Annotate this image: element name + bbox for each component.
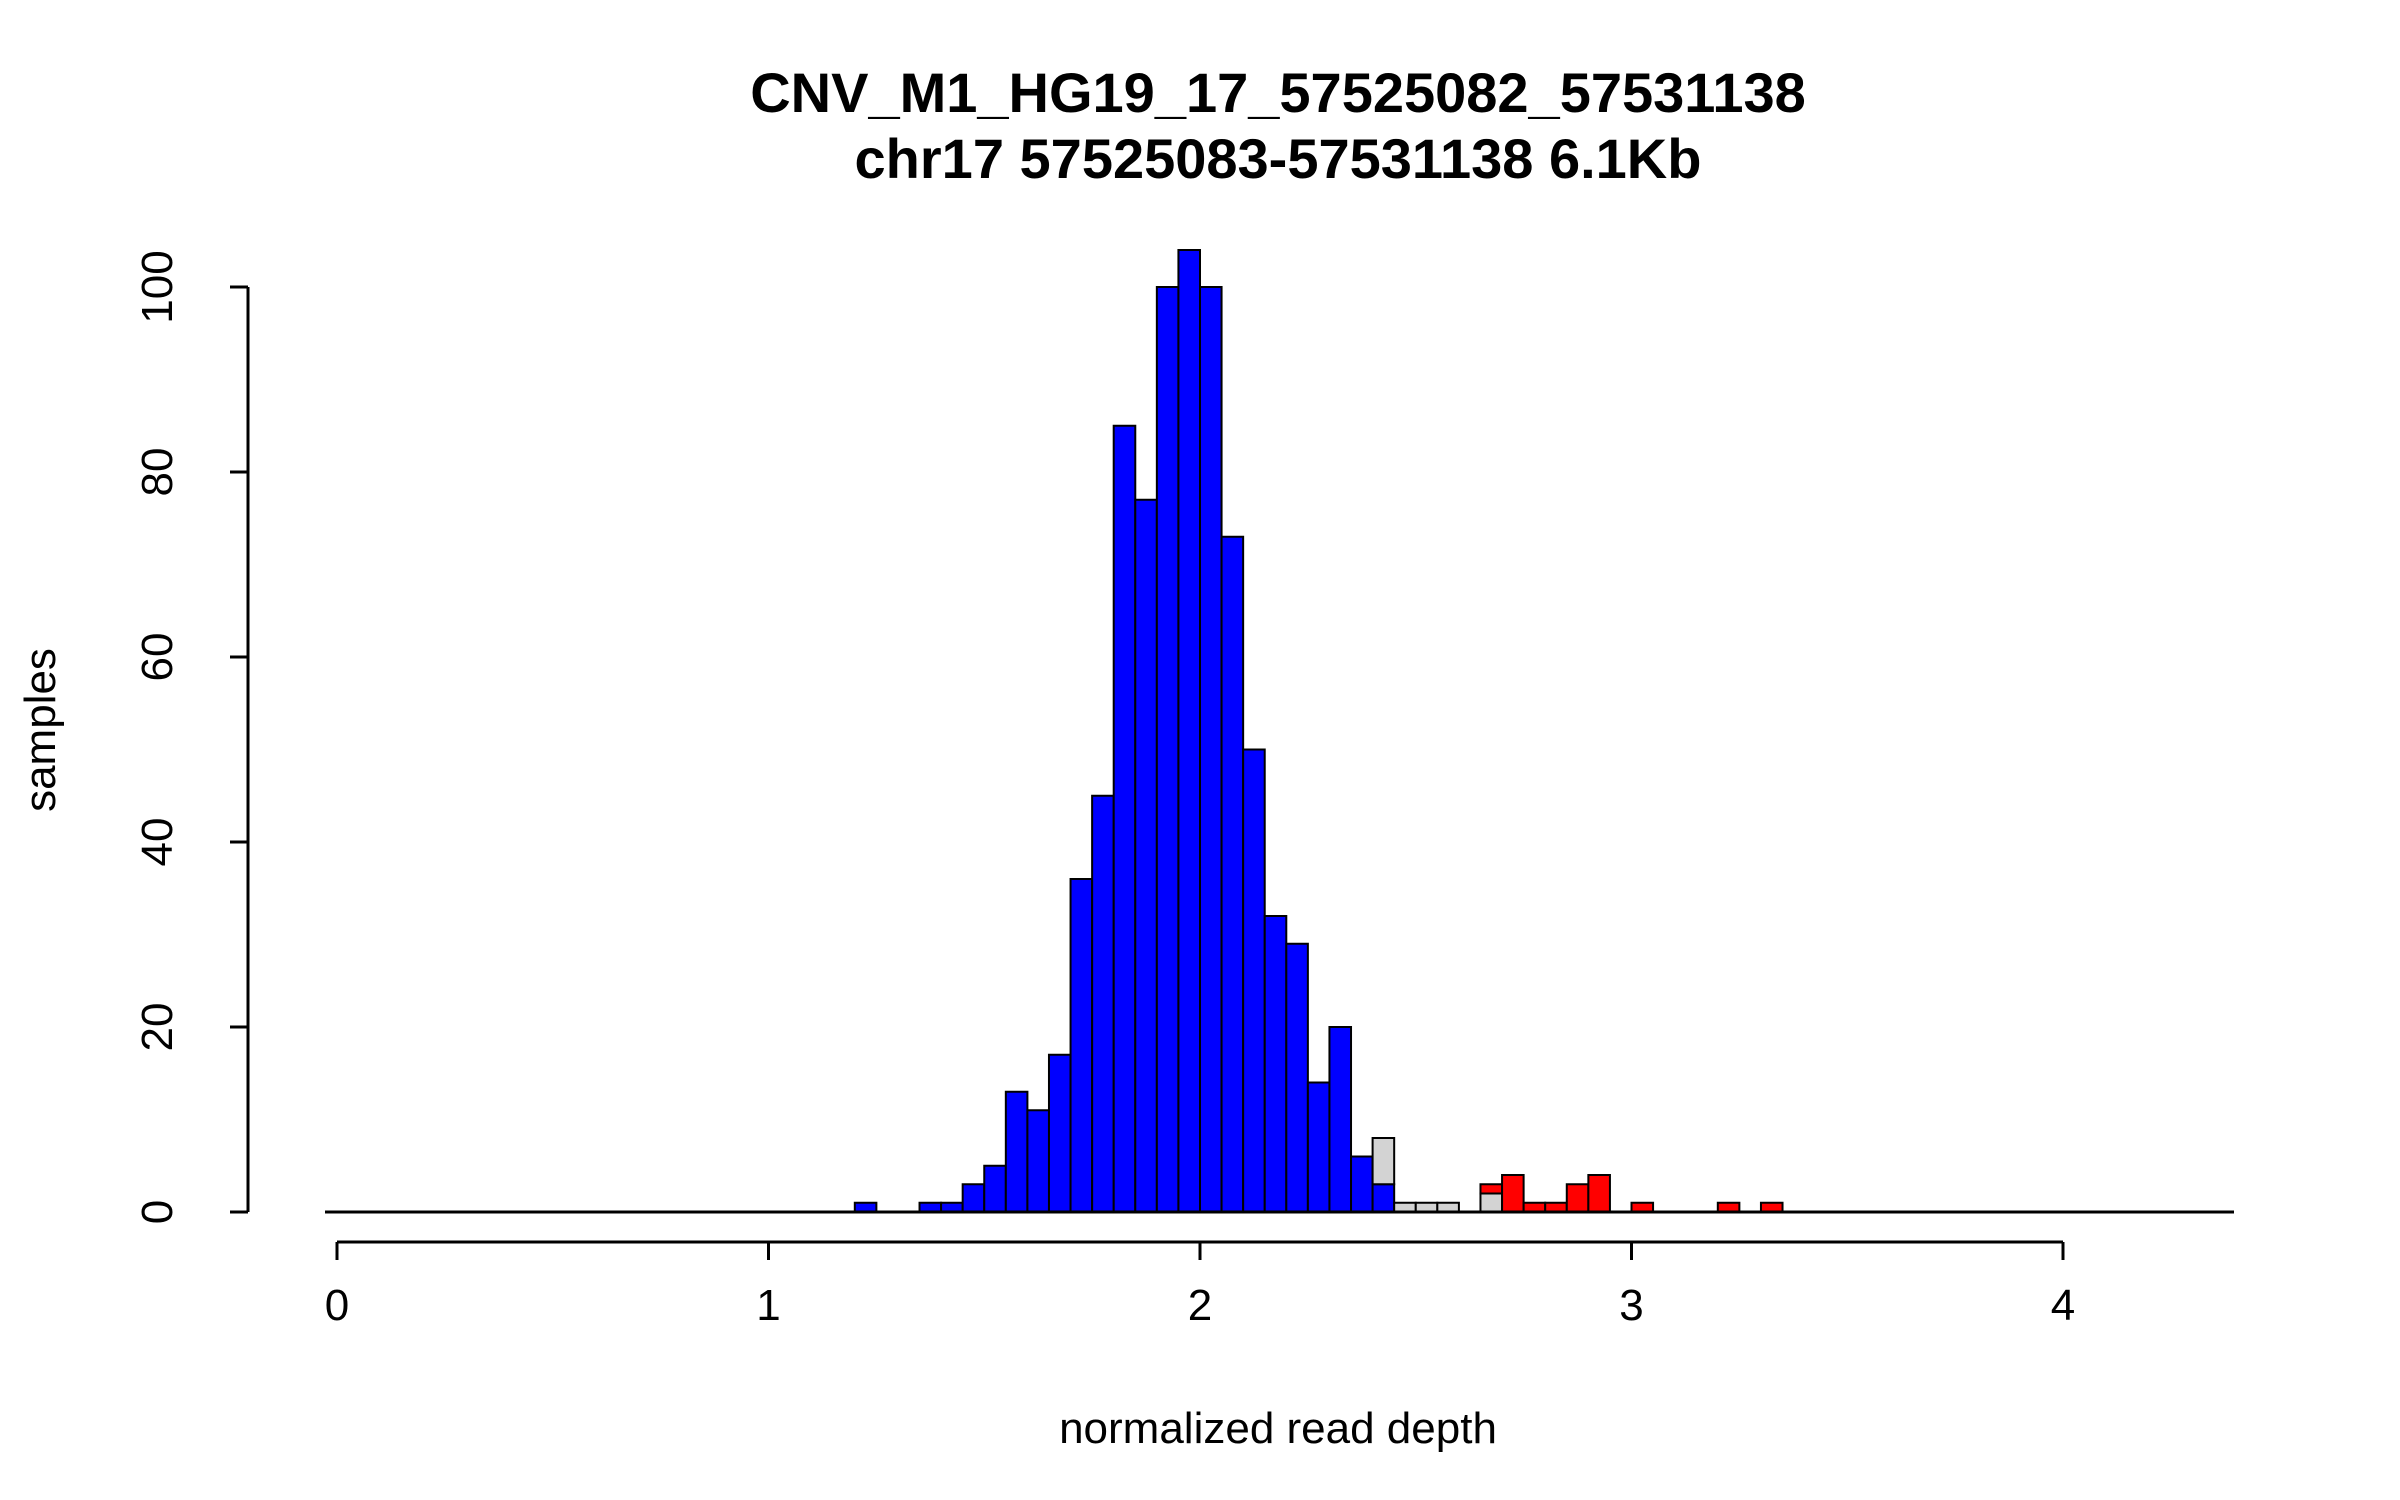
y-tick-label: 80: [133, 448, 182, 497]
x-axis: 0 1 2 3 4: [325, 1240, 2075, 1330]
bar-normal: [1047, 1053, 1072, 1213]
x-tick-label: 0: [325, 1281, 349, 1330]
bar-normal: [1306, 1081, 1331, 1213]
bar-normal: [1285, 942, 1309, 1213]
bar-normal: [1026, 1109, 1050, 1213]
x-tick-label: 1: [756, 1281, 780, 1330]
bar-normal: [961, 1183, 986, 1213]
bar-normal: [1155, 286, 1180, 1213]
bar-normal: [1177, 249, 1202, 1213]
bar-normal: [1328, 1026, 1353, 1213]
bar-normal: [1263, 915, 1288, 1213]
bar-normal: [1091, 794, 1115, 1213]
y-tick-label: 20: [133, 1003, 182, 1052]
bar-normal: [1004, 1090, 1029, 1213]
bar-normal: [1242, 748, 1266, 1213]
y-tick-label: 0: [133, 1200, 182, 1224]
y-tick-label: 100: [133, 250, 182, 323]
bar-duplication: [1565, 1183, 1590, 1213]
bar-normal: [1069, 878, 1094, 1213]
bar-ambiguous: [1479, 1192, 1504, 1213]
y-axis-label: samples: [16, 648, 65, 812]
bar-normal: [1220, 535, 1245, 1213]
bar-normal: [1199, 286, 1223, 1213]
bars-group: [853, 249, 1784, 1213]
bar-duplication: [1501, 1174, 1525, 1213]
x-tick-label: 2: [1188, 1281, 1212, 1330]
bar-normal: [1350, 1155, 1374, 1213]
x-tick-label: 3: [1619, 1281, 1643, 1330]
x-tick-label: 4: [2051, 1281, 2075, 1330]
x-axis-label: normalized read depth: [1059, 1404, 1497, 1453]
chart-subtitle: chr17 57525083-57531138 6.1Kb: [855, 127, 1702, 190]
chart-title: CNV_M1_HG19_17_57525082_57531138: [750, 61, 1806, 124]
bar-normal: [1112, 424, 1137, 1213]
y-tick-label: 40: [133, 818, 182, 867]
bar-normal: [1134, 498, 1158, 1213]
bar-normal: [1371, 1183, 1396, 1213]
y-axis: 0 20 40 60 80 100: [133, 250, 250, 1224]
bar-ambiguous: [1371, 1137, 1396, 1186]
bar-duplication: [1479, 1183, 1504, 1195]
bar-duplication: [1587, 1174, 1611, 1213]
y-tick-label: 60: [133, 633, 182, 682]
bar-normal: [983, 1164, 1007, 1213]
